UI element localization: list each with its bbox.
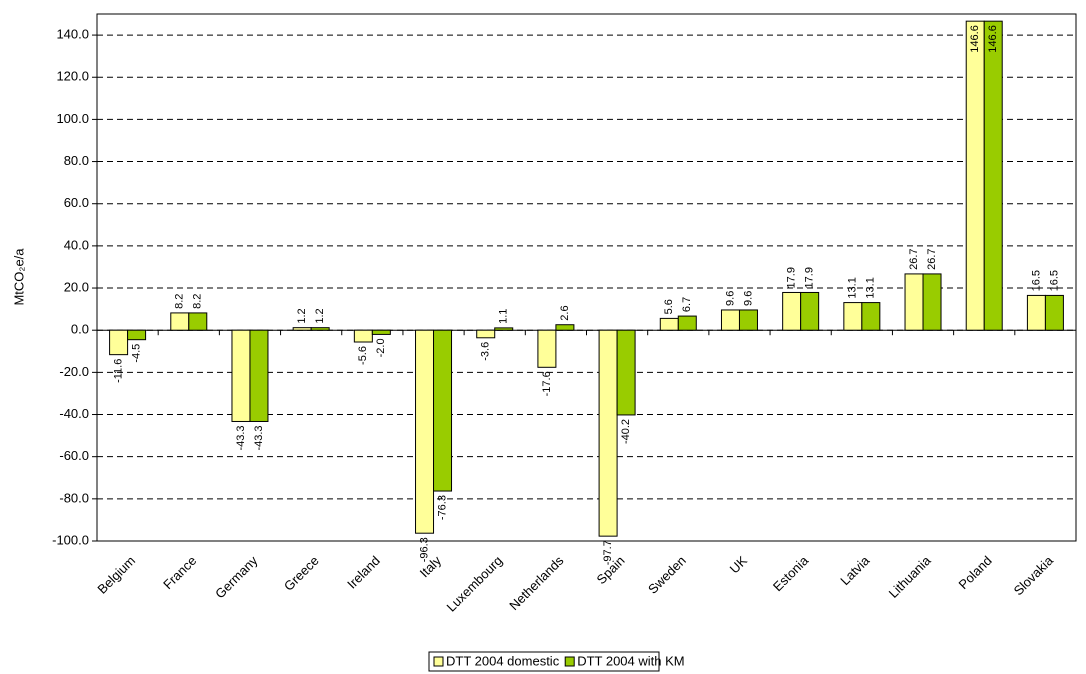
value-label: 146.6 [969,25,981,53]
bar [616,329,636,416]
value-label: -43.3 [235,425,247,450]
bar [782,291,802,331]
bar [292,327,312,331]
value-label: 6.7 [681,297,693,312]
bar [843,302,863,331]
legend-swatch [564,656,575,667]
bar [310,327,330,331]
y-axis-title: MtCO₂e/a [11,248,26,306]
value-label: -11.6 [113,359,125,383]
bar [555,324,575,331]
value-label: 13.1 [847,277,859,298]
bar [249,329,269,422]
bar [677,315,697,331]
x-tick-label: Poland [956,553,995,592]
bar [904,273,924,331]
bar [109,329,129,356]
value-label: 26.7 [908,248,920,269]
bar [127,329,147,341]
bar [659,317,679,331]
value-label: 16.5 [1048,270,1060,291]
bar [371,329,391,335]
y-tick-label: 0.0 [71,322,89,337]
bar [188,312,208,331]
bar [353,329,373,343]
bar [415,329,435,534]
value-label: 9.6 [742,291,754,306]
value-label: 5.6 [663,299,675,314]
x-tick-label: Slovakia [1011,552,1057,598]
y-tick-label: -80.0 [59,490,89,505]
x-tick-label: Ireland [344,553,383,592]
x-tick-label: Latvia [837,552,873,588]
bar [965,20,985,331]
x-tick-label: Netherlands [506,553,567,614]
y-tick-label: 60.0 [64,195,89,210]
bar [800,291,820,331]
y-tick-label: -20.0 [59,364,89,379]
bar [433,329,453,492]
value-label: 13.1 [865,277,877,298]
x-tick-label: Germany [212,553,261,602]
x-tick-label: Estonia [770,552,812,594]
value-label: 1.2 [296,308,308,323]
x-tick-label: Belgium [94,553,138,597]
value-label: 16.5 [1030,270,1042,291]
value-label: 9.6 [724,291,736,306]
bar [494,327,514,331]
value-label: -3.6 [480,342,492,361]
x-tick-label: France [160,553,199,592]
x-tick-label: Lithuania [886,552,934,600]
y-tick-label: 140.0 [56,27,89,42]
bar [537,329,557,368]
value-label: 8.2 [192,294,204,309]
value-label: 2.6 [559,305,571,320]
y-tick-label: 40.0 [64,237,89,252]
y-tick-label: -100.0 [52,532,89,547]
bar [231,329,251,422]
x-tick-label: UK [727,553,751,577]
bar [861,302,881,331]
value-label: -76.3 [436,495,448,520]
legend-label: DTT 2004 domestic [446,653,560,668]
y-tick-label: 100.0 [56,111,89,126]
value-label: -2.0 [375,338,387,357]
bar [1026,294,1046,331]
value-label: -96.3 [418,537,430,562]
value-label: 17.9 [804,267,816,288]
y-tick-label: -40.0 [59,406,89,421]
legend-swatch [433,656,444,667]
bar [598,329,618,537]
y-tick-label: 80.0 [64,153,89,168]
value-label: 17.9 [786,267,798,288]
value-label: 146.6 [987,25,999,53]
y-tick-label: 120.0 [56,69,89,84]
value-label: -43.3 [253,425,265,450]
value-label: -4.5 [131,344,143,363]
y-tick-label: 20.0 [64,279,89,294]
value-label: -5.6 [357,346,369,365]
bar [720,309,740,331]
value-label: -97.7 [602,540,614,565]
value-label: -17.6 [541,371,553,396]
x-tick-label: Luxembourg [444,553,506,615]
bar [1044,294,1064,331]
value-label: -40.2 [620,419,632,444]
bar [476,329,496,339]
bar [170,312,190,331]
legend-label: DTT 2004 with KM [577,653,684,668]
value-label: 1.2 [314,308,326,323]
value-label: 26.7 [926,248,938,269]
bar [983,20,1003,331]
value-label: 1.1 [498,309,510,324]
value-label: 8.2 [174,294,186,309]
y-tick-label: -60.0 [59,448,89,463]
legend-box [428,651,660,672]
bar [922,273,942,331]
x-tick-label: Sweden [645,553,689,597]
bar [738,309,758,331]
x-tick-label: Greece [281,553,322,594]
